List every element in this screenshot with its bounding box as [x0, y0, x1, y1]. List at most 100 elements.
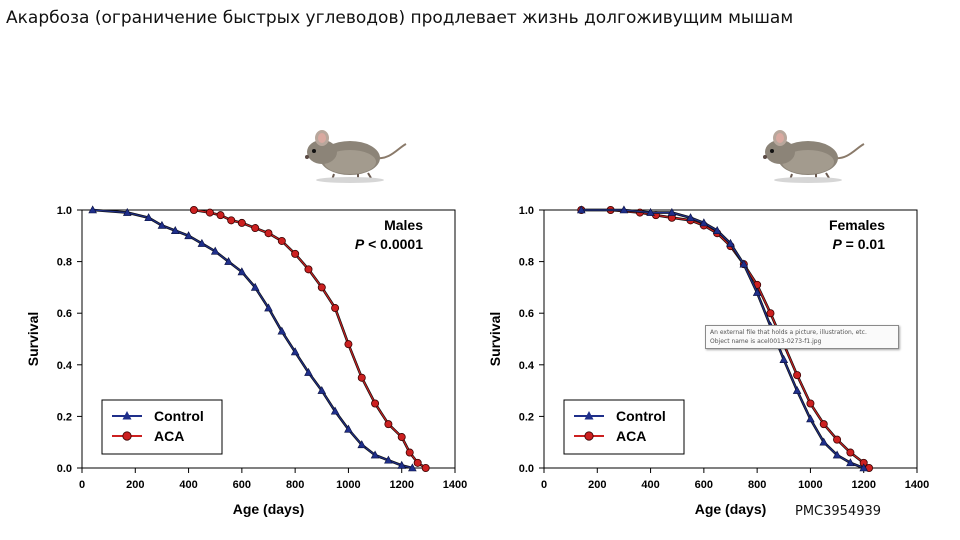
aca-point [357, 373, 366, 382]
control-point [88, 205, 97, 214]
tooltip-line-2: Object name is acel0013-0273-f1.jpg [710, 338, 822, 345]
aca-point [421, 463, 430, 472]
legend-label: Control [616, 408, 666, 424]
mouse-icon [756, 118, 866, 186]
control-point [384, 455, 393, 464]
females-chart-svg: 0 200 400 600 800 1000 1200 1400 0.0 0.2 0.4 0.6 0.8… [487, 205, 929, 517]
control-point [304, 367, 313, 376]
y-tick-label: 0.2 [519, 411, 534, 423]
control-point [712, 226, 722, 234]
x-tick-label: 0 [541, 479, 547, 491]
males-survival-chart: 0 200 400 600 800 1000 1200 1400 0.0 0.2 0.4 0.6 0.8… [20, 195, 480, 525]
control-point [317, 385, 327, 394]
y-tick-label: 1.0 [519, 205, 534, 217]
control-point [739, 259, 749, 268]
control-point [277, 326, 287, 335]
aca-point [304, 265, 313, 274]
y-tick-label: 0.6 [519, 308, 534, 320]
control-point [667, 207, 677, 216]
control-point [144, 213, 153, 222]
control-point [779, 355, 789, 363]
y-tick-label: 0.4 [519, 360, 535, 372]
control-point [290, 347, 300, 356]
aca-point [317, 283, 326, 292]
control-point [157, 220, 167, 229]
x-tick-label: 200 [588, 479, 606, 491]
aca-point [189, 205, 198, 214]
aca-point [216, 211, 225, 220]
legend-label: Control [154, 408, 204, 424]
plot-frame [81, 209, 456, 469]
y-tick-label: 0.2 [57, 411, 72, 423]
control-point [726, 238, 735, 247]
control-point [197, 238, 207, 247]
control-point [846, 458, 855, 467]
control-point [576, 205, 586, 214]
legend-marker [122, 411, 132, 420]
control-point [370, 450, 380, 459]
x-tick-label: 1200 [389, 479, 413, 491]
x-tick-label: 200 [126, 479, 144, 491]
aca-point [331, 304, 340, 313]
aca-point [227, 216, 236, 225]
aca-point [806, 399, 815, 408]
control-point [619, 205, 629, 214]
control-point [357, 440, 367, 449]
aca-point [405, 448, 414, 457]
aca-point [237, 218, 246, 227]
control-point [122, 207, 132, 216]
aca-point [264, 229, 273, 238]
males-chart-svg: 0 200 400 600 800 1000 1200 1400 0.0 0.2 0.4 0.6 0.8… [25, 205, 467, 517]
x-tick-label: 1200 [851, 479, 875, 491]
aca-point [384, 420, 393, 429]
control-point [646, 207, 655, 216]
aca-point [819, 420, 828, 429]
control-point [250, 282, 260, 291]
aca-point [291, 249, 300, 258]
control-point [819, 437, 829, 446]
source-id: PMC3954939 [795, 504, 882, 519]
slide-title: Акарбоза (ограничение быстрых углеводов)… [6, 8, 794, 28]
control-point [210, 246, 220, 255]
legend-label: ACA [154, 428, 184, 444]
x-tick-label: 600 [695, 479, 713, 491]
aca-point [413, 458, 422, 467]
x-axis-label: Age (days) [233, 501, 305, 517]
y-tick-label: 0.6 [57, 308, 72, 320]
x-tick-label: 800 [748, 479, 766, 491]
mouse-icon [298, 118, 408, 186]
y-tick-label: 1.0 [57, 205, 72, 217]
y-tick-label: 0.8 [519, 257, 534, 269]
control-point [264, 303, 273, 312]
x-tick-label: 1000 [798, 479, 822, 491]
control-point [752, 287, 762, 296]
y-tick-label: 0.0 [519, 463, 534, 475]
y-tick-label: 0.4 [57, 360, 73, 372]
control-point [686, 213, 695, 222]
legend-box [101, 399, 223, 455]
x-tick-label: 400 [179, 479, 197, 491]
control-point [792, 385, 802, 394]
x-tick-label: 800 [286, 479, 304, 491]
aca-point [251, 224, 260, 233]
aca-point [205, 208, 214, 217]
x-tick-label: 1400 [905, 479, 929, 491]
aca-point [766, 309, 775, 318]
x-tick-label: 1400 [443, 479, 467, 491]
aca-point [846, 448, 855, 457]
aca-point [397, 433, 406, 442]
control-point [170, 226, 180, 234]
y-axis-label: Survival [25, 312, 41, 366]
aca-point [833, 435, 842, 444]
x-axis-label: Age (days) [695, 501, 767, 517]
control-point [224, 256, 233, 265]
x-tick-label: 1000 [336, 479, 360, 491]
x-tick-label: 400 [641, 479, 659, 491]
control-point [832, 450, 842, 459]
image-tooltip: An external file that holds a picture, i… [705, 325, 899, 349]
y-tick-label: 0.0 [57, 463, 72, 475]
x-tick-label: 600 [233, 479, 251, 491]
legend-marker [584, 411, 594, 420]
aca-point [277, 236, 286, 245]
aca-point [344, 340, 353, 349]
